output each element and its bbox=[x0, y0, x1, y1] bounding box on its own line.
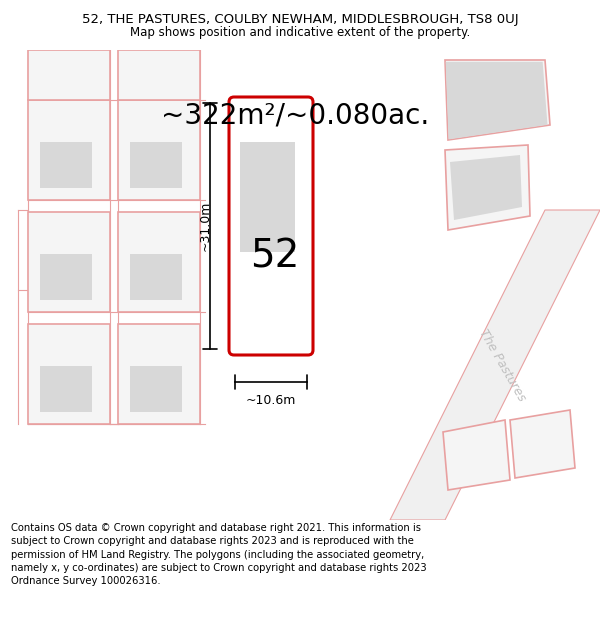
Text: Contains OS data © Crown copyright and database right 2021. This information is
: Contains OS data © Crown copyright and d… bbox=[11, 523, 427, 586]
Bar bbox=[118, 50, 200, 100]
FancyBboxPatch shape bbox=[229, 97, 313, 355]
Text: Map shows position and indicative extent of the property.: Map shows position and indicative extent… bbox=[130, 26, 470, 39]
Polygon shape bbox=[445, 60, 550, 140]
Bar bbox=[232, 100, 310, 352]
Polygon shape bbox=[445, 145, 530, 230]
Polygon shape bbox=[446, 62, 548, 139]
Polygon shape bbox=[450, 155, 522, 220]
Bar bbox=[28, 50, 110, 100]
Bar bbox=[40, 142, 92, 188]
Text: The Pastures: The Pastures bbox=[476, 327, 528, 403]
Bar bbox=[28, 324, 110, 424]
Text: 52, THE PASTURES, COULBY NEWHAM, MIDDLESBROUGH, TS8 0UJ: 52, THE PASTURES, COULBY NEWHAM, MIDDLES… bbox=[82, 12, 518, 26]
Polygon shape bbox=[443, 420, 510, 490]
Polygon shape bbox=[510, 410, 575, 478]
Text: ~31.0m: ~31.0m bbox=[199, 201, 212, 251]
Bar bbox=[240, 142, 295, 252]
Bar bbox=[130, 366, 182, 412]
Bar bbox=[40, 366, 92, 412]
Bar bbox=[28, 212, 110, 312]
Bar bbox=[118, 324, 200, 424]
Bar bbox=[118, 212, 200, 312]
Text: ~322m²/~0.080ac.: ~322m²/~0.080ac. bbox=[161, 101, 429, 129]
Bar bbox=[130, 254, 182, 300]
Bar bbox=[118, 100, 200, 200]
Bar bbox=[130, 142, 182, 188]
Bar bbox=[28, 100, 110, 200]
Bar bbox=[40, 254, 92, 300]
Text: 52: 52 bbox=[250, 238, 299, 275]
Text: ~10.6m: ~10.6m bbox=[246, 394, 296, 407]
Polygon shape bbox=[390, 210, 600, 520]
